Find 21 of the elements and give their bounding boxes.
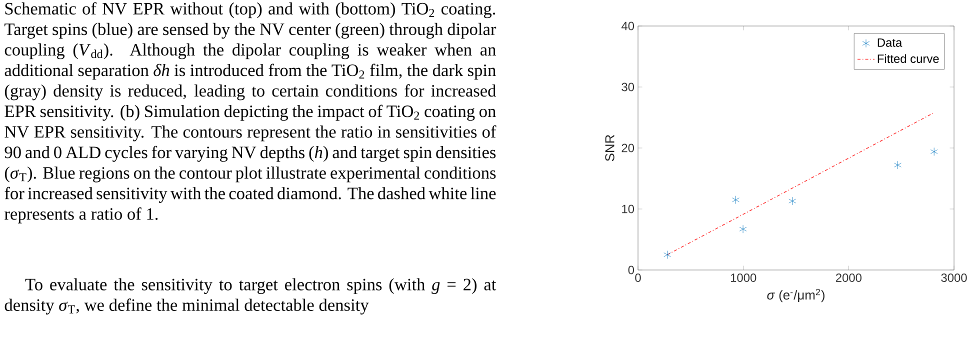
point: [930, 147, 938, 156]
legend-label: Data: [878, 38, 902, 47]
y-axis-title: SNR: [605, 134, 614, 162]
x-tick-label: 2000: [836, 274, 862, 282]
point: [664, 250, 671, 259]
y-tick-label: 30: [622, 82, 634, 92]
point: [788, 196, 796, 206]
point: [739, 224, 747, 234]
x-tick-label: 3000: [941, 274, 967, 282]
y-tick-label: 20: [622, 144, 634, 152]
y-tick-label: 0: [628, 266, 634, 274]
legend-label: Fitted curve: [878, 54, 939, 63]
text: Schematic of NV EPR without (top) and with (bottom) TiO$_{2}$ coating. Target spins (blue) are sensed by the NV center (green) through dipolar coupling (V$_{dd}$). Although the dipolar coupling is weaker when an additional separation δh is introduced from the TiO$_{2}$ film, the dark spin (gray) density is reduced, leading to certain conditions for increased EPR sensitivity. (b) Simulation depicting the impact of TiO$_{2}$ coating on NV EPR sensitivity. The contours represent the ratio in sensitivities of 90 and 0 ALD cycles for varying NV depths (h) and target spin densities (σ$_{T}$). Blue regions on the contour plot illustrate experimental conditions for increased sensitivity with the coated diamond. The dashed white line represents a ratio of 1.: [4, 2, 496, 224]
point: [732, 196, 740, 204]
point: [894, 160, 902, 170]
x-tick-label: 1000: [730, 274, 756, 282]
text: To evaluate the sensitivity to target electron spins (with g = 2) at density σ$_{T}$, we define the minimal detectable density: [4, 278, 496, 314]
x-axis-title: σ (e$^{-}$/μm$^{2}$): [767, 288, 824, 302]
y-tick-label: 40: [621, 22, 634, 30]
y-tick-label: 10: [622, 204, 634, 214]
x-tick-label: 0: [635, 274, 641, 282]
